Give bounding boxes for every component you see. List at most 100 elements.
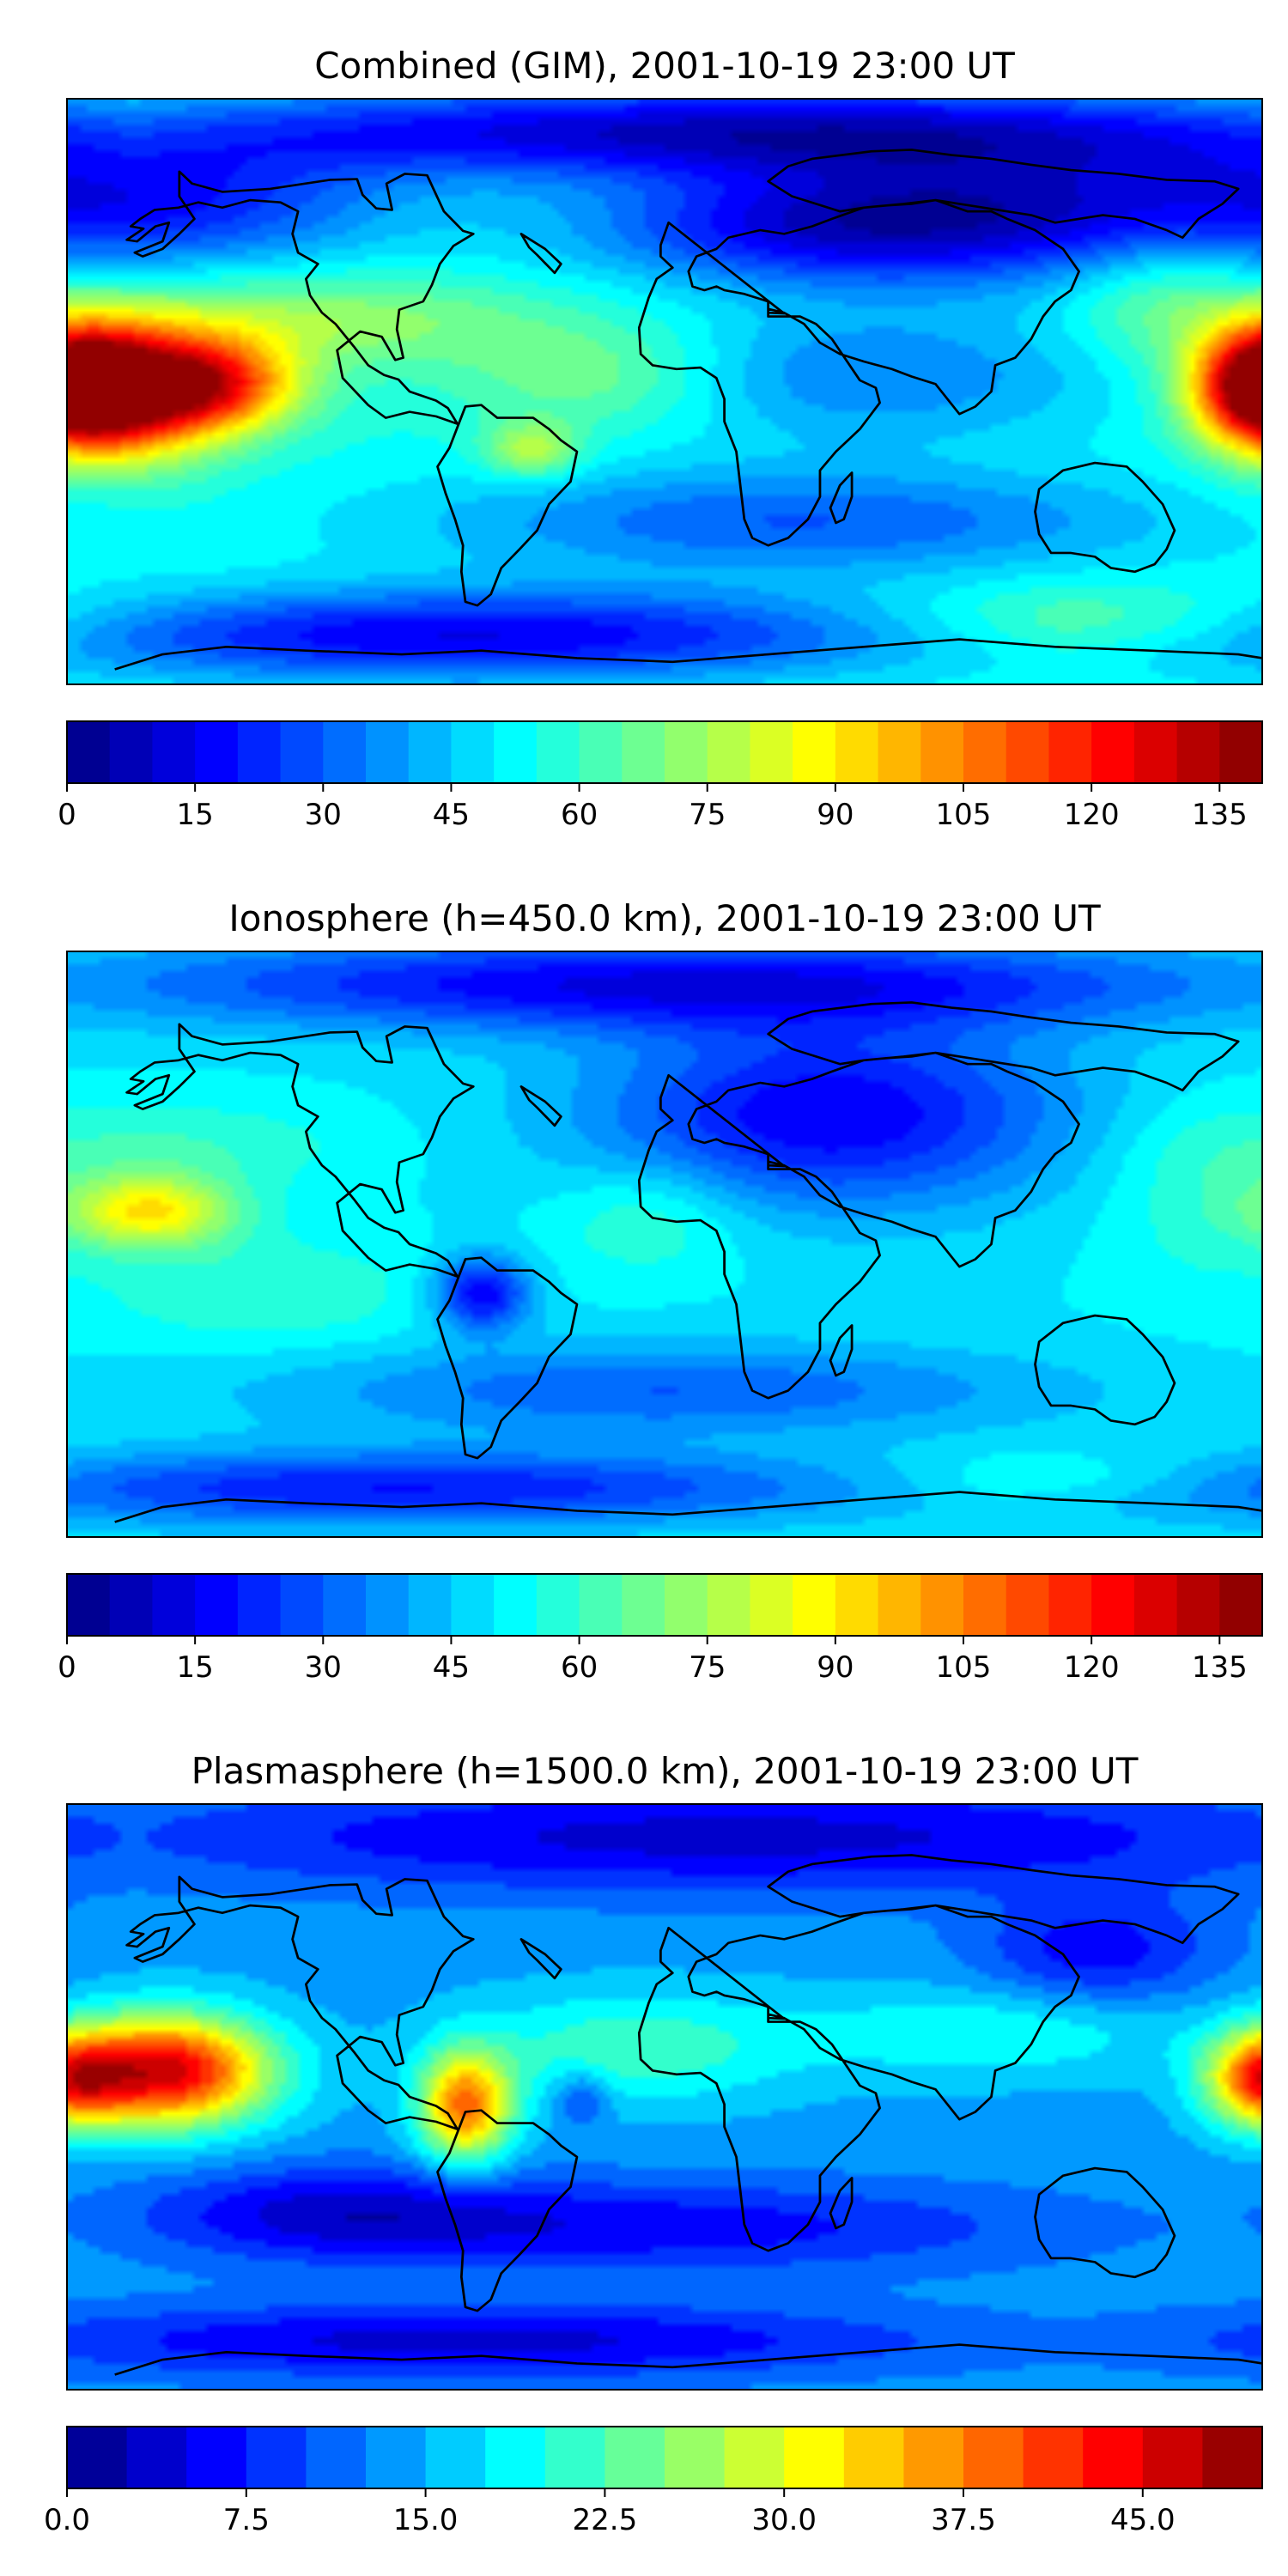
- colorbar-segment: [126, 2427, 187, 2488]
- colorbar-segment: [451, 1574, 495, 1636]
- colorbar-tick-label: 60: [561, 798, 598, 832]
- colorbar-segment: [878, 721, 921, 783]
- colorbar-segment: [579, 1574, 623, 1636]
- colorbar-tick-label: 30: [305, 1650, 342, 1685]
- colorbar-segment: [1142, 2427, 1203, 2488]
- ionospheric-map: [65, 950, 1264, 1538]
- colorbar-segment: [485, 2427, 546, 2488]
- colorbar-segment: [366, 721, 410, 783]
- panel-title: Plasmasphere (h=1500.0 km), 2001-10-19 2…: [191, 1750, 1139, 1792]
- map-frame: [66, 951, 1263, 1538]
- colorbar: 0 15 30 45 60 75 90 105 120 135: [58, 720, 1263, 832]
- colorbar-segment: [963, 721, 1007, 783]
- colorbar-tick-label: 45: [433, 798, 470, 832]
- colorbar-segment: [280, 1574, 324, 1636]
- colorbar-segment: [843, 2427, 904, 2488]
- colorbar-segment: [425, 2427, 486, 2488]
- colorbar-segment: [323, 1574, 367, 1636]
- colorbar-segment: [306, 2427, 367, 2488]
- colorbar-segment: [109, 721, 154, 783]
- colorbar-segment: [707, 721, 751, 783]
- colorbar-segment: [903, 2427, 964, 2488]
- colorbar-segment: [1133, 1574, 1178, 1636]
- colorbar-tick-label: 30.0: [751, 2503, 817, 2537]
- colorbar-segment: [152, 721, 196, 783]
- colorbar-segment: [1005, 721, 1050, 783]
- colorbar-segment: [408, 1574, 453, 1636]
- colorbar-segment: [1091, 721, 1135, 783]
- colorbar-tick-label: 22.5: [573, 2503, 638, 2537]
- colorbar-tick-label: 7.5: [223, 2503, 270, 2537]
- tec-field-raster: [67, 1804, 1262, 2390]
- colorbar-tick-label: 45: [433, 1650, 470, 1685]
- ionospheric-map: [65, 97, 1264, 685]
- colorbar-segment: [793, 721, 836, 783]
- colorbar-segment: [622, 1574, 665, 1636]
- colorbar-segment: [878, 1574, 921, 1636]
- colorbar-segment: [1091, 1574, 1135, 1636]
- colorbar-tick-label: 15: [177, 798, 214, 832]
- colorbar-segment: [536, 1574, 580, 1636]
- colorbar-segment: [152, 1574, 196, 1636]
- colorbar-segment: [750, 721, 793, 783]
- colorbar-segment: [408, 721, 453, 783]
- colorbar-segment: [579, 721, 623, 783]
- colorbar-tick-label: 60: [561, 1650, 598, 1685]
- colorbar-segment: [323, 721, 367, 783]
- colorbar-segment: [963, 2427, 1024, 2488]
- colorbar-tick-label: 135: [1192, 798, 1248, 832]
- panel-title: Ionosphere (h=450.0 km), 2001-10-19 23:0…: [228, 897, 1101, 939]
- colorbar-segment: [109, 1574, 154, 1636]
- colorbar-tick-label: 15: [177, 1650, 214, 1685]
- colorbar-segment: [1176, 721, 1220, 783]
- colorbar-segment: [1083, 2427, 1144, 2488]
- colorbar-segment: [835, 721, 879, 783]
- colorbar-segment: [246, 2427, 307, 2488]
- colorbar-tick-label: 90: [817, 1650, 854, 1685]
- colorbar-segment: [67, 2427, 128, 2488]
- colorbar-segment: [494, 1574, 538, 1636]
- panel-title: Combined (GIM), 2001-10-19 23:00 UT: [314, 45, 1015, 87]
- colorbar-segment: [1176, 1574, 1220, 1636]
- colorbar-segment: [920, 721, 964, 783]
- colorbar-segment: [186, 2427, 247, 2488]
- colorbar-segment: [622, 721, 665, 783]
- colorbar-segment: [1202, 2427, 1263, 2488]
- colorbar-tick-label: 90: [817, 798, 854, 832]
- colorbar-segment: [750, 1574, 793, 1636]
- colorbar-segment: [920, 1574, 964, 1636]
- colorbar-frame: [66, 2426, 1263, 2489]
- colorbar-tick-label: 135: [1192, 1650, 1248, 1685]
- colorbar-segment: [1219, 721, 1263, 783]
- colorbar-segment: [605, 2427, 665, 2488]
- map-frame: [66, 1803, 1263, 2391]
- colorbar-tick-label: 120: [1064, 798, 1120, 832]
- colorbar-segment: [665, 2427, 726, 2488]
- colorbar-segment: [67, 1574, 111, 1636]
- colorbar-frame: [66, 720, 1263, 784]
- colorbar-tick-label: 120: [1064, 1650, 1120, 1685]
- colorbar-tick-label: 75: [689, 798, 726, 832]
- colorbar-tick-label: 0: [58, 798, 76, 832]
- tec-field-raster: [67, 951, 1262, 1537]
- colorbar-segment: [1048, 721, 1092, 783]
- colorbar-tick-label: 0.0: [44, 2503, 90, 2537]
- colorbar-segment: [707, 1574, 751, 1636]
- colorbar-tick-label: 105: [936, 1650, 992, 1685]
- colorbar-tick-label: 30: [305, 798, 342, 832]
- colorbar-segment: [835, 1574, 879, 1636]
- colorbar: 0 15 30 45 60 75 90 105 120 135: [58, 1573, 1263, 1685]
- colorbar-segment: [195, 1574, 239, 1636]
- colorbar-segment: [963, 1574, 1007, 1636]
- colorbar-segment: [1219, 1574, 1263, 1636]
- colorbar-segment: [784, 2427, 845, 2488]
- colorbar-segment: [366, 1574, 410, 1636]
- colorbar-segment: [237, 1574, 282, 1636]
- colorbar: 0.0 7.5 15.0 22.5 30.0 37.5 45.0: [44, 2426, 1263, 2537]
- colorbar-segment: [1023, 2427, 1084, 2488]
- colorbar-segment: [494, 721, 538, 783]
- colorbar-segment: [665, 1574, 708, 1636]
- colorbar-segment: [1005, 1574, 1050, 1636]
- colorbar-segment: [366, 2427, 427, 2488]
